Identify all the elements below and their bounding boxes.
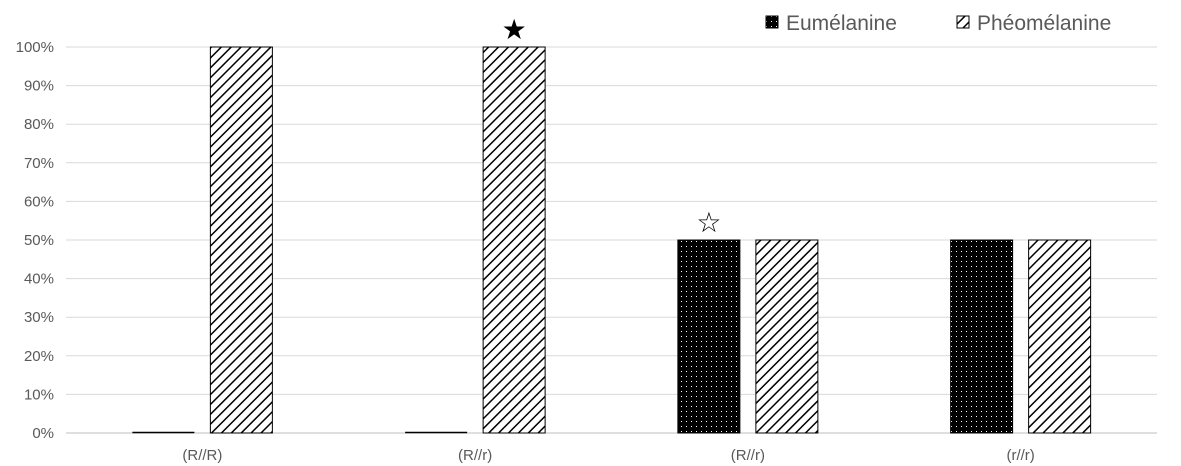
y-tick-label: 60% bbox=[24, 193, 54, 210]
y-tick-label: 40% bbox=[24, 271, 54, 288]
x-category-label: (r//r) bbox=[1006, 447, 1034, 464]
x-axis-category-labels: (R//R) (R//r) (R//r) (r//r) bbox=[182, 447, 1034, 464]
legend: Eumélanine Phéomélanine bbox=[765, 12, 1111, 35]
y-tick-label: 80% bbox=[24, 116, 54, 133]
bar-phéomélanine bbox=[482, 46, 546, 434]
y-tick-label: 0% bbox=[32, 425, 54, 442]
x-category-label: (R//r) bbox=[458, 447, 492, 464]
bar-phéomélanine bbox=[755, 239, 819, 434]
y-tick-label: 50% bbox=[24, 232, 54, 249]
y-tick-label: 30% bbox=[24, 309, 54, 326]
bar-phéomélanine bbox=[1028, 239, 1092, 434]
bar-eumélanine bbox=[950, 239, 1014, 434]
x-category-label: (R//R) bbox=[182, 447, 222, 464]
y-tick-label: 100% bbox=[16, 39, 54, 56]
legend-label: Phéomélanine bbox=[977, 12, 1111, 35]
legend-label: Eumélanine bbox=[786, 12, 897, 35]
x-category-label: (R//r) bbox=[731, 447, 765, 464]
outline-star-icon: ☆ bbox=[696, 206, 721, 239]
y-tick-label: 90% bbox=[24, 78, 54, 95]
legend-swatch-eumélanine bbox=[765, 15, 779, 29]
bar-phéomélanine bbox=[209, 46, 273, 434]
y-tick-label: 10% bbox=[24, 386, 54, 403]
y-axis-tick-labels: 0% 10% 20% 30% 40% 50% 60% 70% 80% 90% 100% bbox=[16, 39, 54, 442]
annotations: ★☆ bbox=[502, 13, 722, 239]
filled-star-icon: ★ bbox=[502, 13, 527, 46]
y-tick-label: 20% bbox=[24, 348, 54, 365]
bars bbox=[132, 46, 1092, 434]
y-tick-label: 70% bbox=[24, 155, 54, 172]
legend-swatch-phéomélanine bbox=[956, 15, 970, 29]
bar-eumélanine bbox=[677, 239, 741, 434]
